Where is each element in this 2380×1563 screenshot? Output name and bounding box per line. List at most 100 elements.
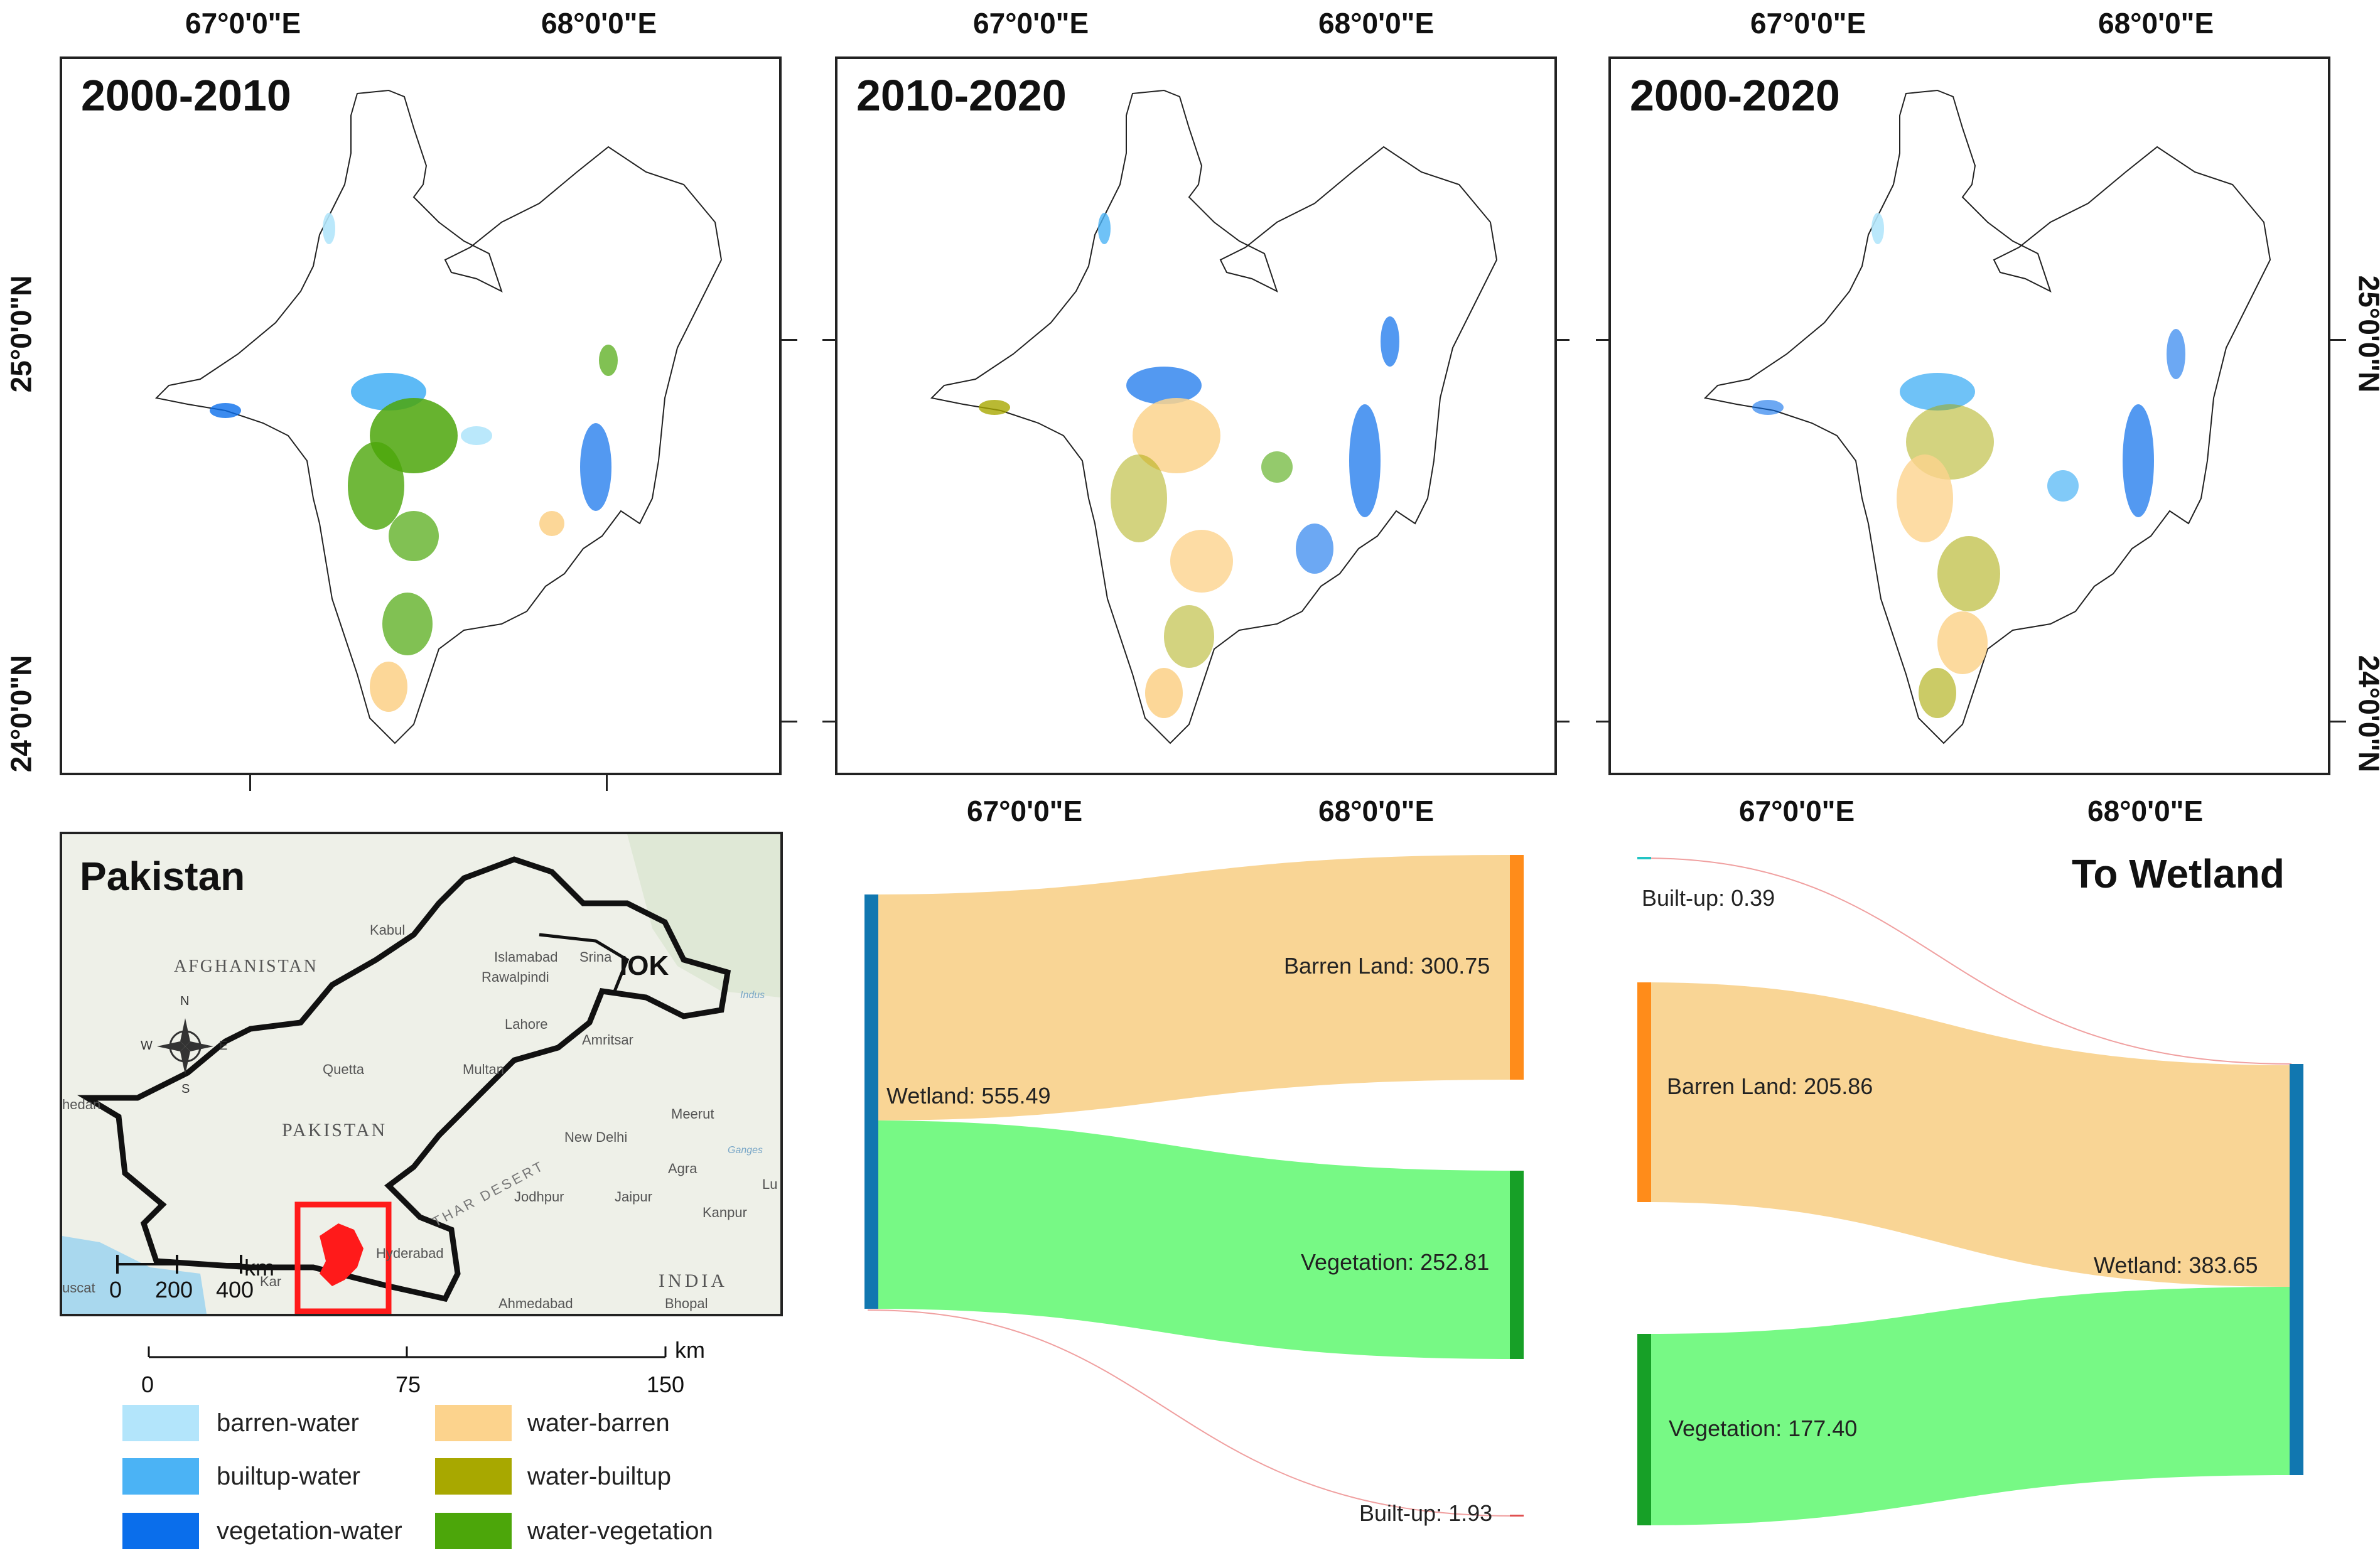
wetland-change-map — [1703, 89, 2271, 744]
sankey-to-wetland — [1637, 857, 2303, 1525]
study-area-boundary — [1703, 89, 2271, 744]
place-zahedan: hedan — [62, 1097, 101, 1112]
place-srinagar: Srina — [579, 949, 612, 965]
place-agra: Agra — [668, 1161, 697, 1176]
place-hyderabad: Hyderabad — [376, 1245, 444, 1261]
compass-s: S — [181, 1082, 190, 1096]
inset-basemap — [62, 834, 780, 1314]
compass-rose-icon — [157, 1018, 213, 1075]
lon-label-67-bottom-2: 67°0'0"E — [967, 795, 1083, 827]
lon-label-68-bottom-3: 68°0'0"E — [2087, 795, 2204, 827]
label-barren-target: Barren Land: 300.75 — [1284, 953, 1490, 979]
inset-scale-unit: km — [244, 1255, 274, 1281]
flow-wetland-barren — [868, 855, 1513, 1120]
lat-label-24-left: 24°0'0"N — [4, 655, 38, 773]
label-barren-source: Barren Land: 205.86 — [1667, 1073, 1873, 1099]
node-builtup — [1510, 1515, 1524, 1517]
legend-swatch-barren-water — [122, 1405, 199, 1441]
place-new-delhi: New Delhi — [564, 1129, 628, 1145]
tick — [1596, 339, 1608, 341]
legend-swatch-water-builtup — [435, 1458, 512, 1495]
node-barren-source — [1637, 982, 1651, 1202]
flow-builtup-wetland — [1643, 857, 2292, 1065]
lon-label-67-bottom-3: 67°0'0"E — [1739, 795, 1855, 827]
iok-label: IOK — [620, 950, 669, 981]
place-ahmedabad: Ahmedabad — [498, 1296, 573, 1311]
place-multan: Multan — [463, 1061, 505, 1077]
place-afghanistan: AFGHANISTAN — [174, 957, 318, 976]
change-pixels — [1752, 213, 2185, 718]
scale-0: 0 — [141, 1372, 154, 1397]
tick — [782, 721, 797, 722]
inset-scale-200: 200 — [155, 1277, 193, 1302]
wetland-change-map — [930, 89, 1498, 744]
wetland-change-map — [154, 89, 723, 744]
label-vegetation-source: Vegetation: 177.40 — [1669, 1415, 1858, 1441]
lon-label-68-top-3: 68°0'0"E — [2098, 7, 2214, 40]
panel-title: 2000-2010 — [81, 71, 291, 120]
place-muscat: uscat — [62, 1280, 95, 1296]
lat-label-25-left: 25°0'0"N — [4, 275, 38, 393]
inset-scale-0: 0 — [109, 1277, 122, 1302]
legend-swatch-water-vegetation — [435, 1513, 512, 1549]
flow-vegetation-wetland — [1644, 1287, 2291, 1525]
place-kabul: Kabul — [370, 922, 406, 938]
lon-label-67-top-2: 67°0'0"E — [973, 7, 1089, 40]
flow-wetland-vegetation — [868, 1120, 1513, 1359]
node-barren — [1510, 855, 1524, 1080]
map-panel-2000-2020: 2000-2020 — [1608, 56, 2330, 775]
label-builtup-target: Built-up: 1.93 — [1359, 1500, 1493, 1526]
sankey-to-title: To Wetland — [2072, 851, 2285, 896]
lat-label-25-right: 25°0'0"N — [2352, 275, 2380, 393]
main-scale-bar — [148, 1346, 667, 1358]
place-jodhpur: Jodhpur — [514, 1189, 564, 1205]
place-pakistan: PAKISTAN — [282, 1120, 387, 1141]
study-area-red — [320, 1223, 363, 1286]
legend-label-vegetation-water: vegetation-water — [217, 1517, 402, 1545]
sankey-from-wetland — [864, 855, 1524, 1517]
panel-title: 2010-2020 — [856, 71, 1067, 120]
pakistan-boundary — [77, 856, 731, 1302]
place-meerut: Meerut — [671, 1106, 714, 1122]
place-jaipur: Jaipur — [615, 1189, 652, 1205]
place-bhopal: Bhopal — [665, 1296, 708, 1311]
tick — [606, 775, 608, 791]
compass-e: E — [219, 1039, 228, 1053]
tick — [782, 339, 797, 341]
place-india: INDIA — [659, 1270, 728, 1291]
tick — [1596, 721, 1608, 722]
pakistan-inset-map: Pakistan IOK N S E W Kabul AFGHANISTAN I… — [60, 832, 783, 1316]
inset-title: Pakistan — [80, 854, 245, 899]
tick — [1557, 721, 1570, 722]
legend-swatch-vegetation-water — [122, 1513, 199, 1549]
tick — [2330, 721, 2346, 722]
lon-label-68-bottom-2: 68°0'0"E — [1318, 795, 1435, 827]
river-indus: Indus — [740, 990, 765, 1001]
label-wetland-source: Wetland: 555.49 — [886, 1083, 1051, 1109]
flow-wetland-builtup — [867, 1309, 1514, 1517]
inset-scale-bar-line — [116, 1255, 242, 1274]
legend-label-barren-water: barren-water — [217, 1409, 359, 1437]
tick — [1557, 339, 1570, 341]
place-amritsar: Amritsar — [582, 1032, 633, 1048]
legend-swatch-water-barren — [435, 1405, 512, 1441]
place-kanpur: Kanpur — [703, 1205, 747, 1220]
scale-150: 150 — [647, 1372, 685, 1397]
compass-w: W — [141, 1039, 153, 1053]
scale-75: 75 — [396, 1372, 421, 1397]
legend-swatch-builtup-water — [122, 1458, 199, 1495]
label-builtup-source: Built-up: 0.39 — [1642, 885, 1775, 911]
node-vegetation — [1510, 1171, 1524, 1359]
change-pixels — [210, 213, 618, 712]
tick — [2330, 339, 2346, 341]
node-builtup-source — [1637, 857, 1651, 859]
label-vegetation-target: Vegetation: 252.81 — [1301, 1249, 1490, 1275]
map-panel-2000-2010: 2000-2010 — [60, 56, 782, 775]
study-area-box — [294, 1201, 392, 1314]
change-pixels — [979, 213, 1399, 718]
place-rawalpindi: Rawalpindi — [482, 969, 549, 985]
map-panel-2010-2020: 2010-2020 — [835, 56, 1557, 775]
lon-label-68-top-1: 68°0'0"E — [541, 7, 657, 40]
node-wetland-target — [2290, 1064, 2303, 1475]
panel-title: 2000-2020 — [1630, 71, 1840, 120]
